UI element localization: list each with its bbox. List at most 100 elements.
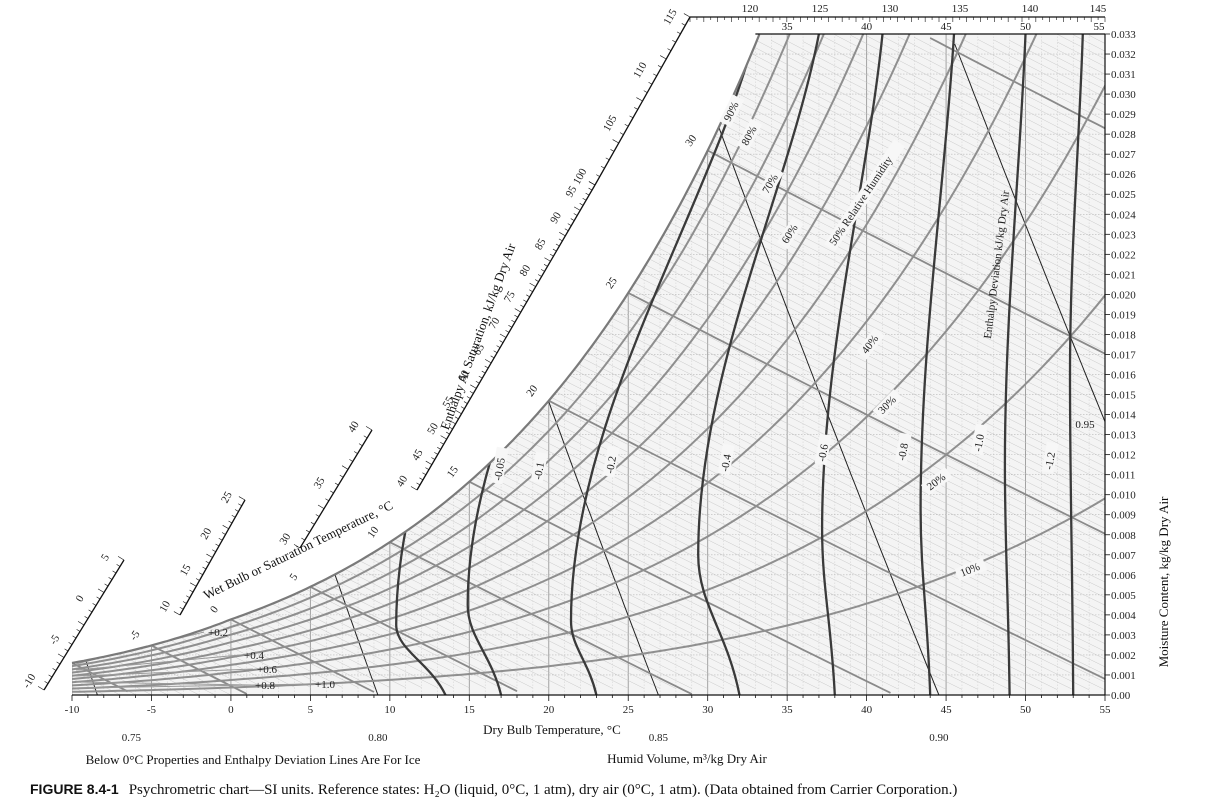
- wet-bulb-label: -5: [127, 628, 142, 643]
- enthalpy-deviation-label: -0.6: [816, 443, 831, 463]
- enthalpy-scale-tick: [306, 529, 310, 533]
- enthalpy-scale-tick: [434, 452, 438, 455]
- rh-curve: [72, 487, 1105, 693]
- enthalpy-scale-label: 35: [312, 475, 328, 491]
- enthalpy-scale-tick: [354, 451, 358, 454]
- enthalpy-scale-tick: [317, 504, 325, 509]
- enthalpy-scale-tick: [454, 416, 459, 420]
- enthalpy-scale-tick: [634, 107, 638, 110]
- relative-humidity-curves: [72, 34, 1105, 693]
- enthalpy-scale-tick: [466, 396, 471, 399]
- enthalpy-scale-tick: [330, 490, 334, 494]
- enthalpy-scale-tick: [358, 443, 363, 446]
- enthalpy-scale-tick: [619, 132, 624, 135]
- enthalpy-deviation-label: -0.4: [719, 453, 734, 473]
- enthalpy-scale-tick: [228, 520, 233, 524]
- wet-bulb-line: [309, 586, 518, 693]
- enthalpy-scale-tick: [199, 572, 203, 576]
- enthalpy-diagonal: [977, 39, 1105, 106]
- x-tick-label: 10: [384, 704, 396, 716]
- enthalpy-scale-tick: [68, 642, 73, 645]
- enthalpy-scale-label: 45: [410, 447, 426, 463]
- enthalpy-scale-tick: [490, 355, 495, 359]
- humid-volume-label: 0.75: [122, 732, 142, 744]
- wet-bulb-label: 20: [524, 383, 540, 399]
- y-tick-label: 0.024: [1111, 209, 1136, 221]
- enthalpy-scale-label: 40: [394, 473, 410, 489]
- deviation-label-background: [970, 423, 988, 456]
- wet-bulb-line: [468, 480, 891, 694]
- enthalpy-diagonal: [818, 34, 1105, 183]
- enthalpy-scale-tick: [173, 611, 181, 616]
- wet-bulb-line: [627, 292, 1105, 543]
- wet-bulb-label: 15: [445, 464, 461, 480]
- wet-bulb-label: 10: [365, 524, 381, 540]
- enthalpy-diagonal: [1088, 35, 1105, 44]
- enthalpy-scale-tick: [195, 578, 200, 581]
- deviation-label-group: -1.2: [1041, 441, 1059, 474]
- enthalpy-deviation-curve: [919, 34, 956, 695]
- humid-volume-line: [687, 43, 940, 695]
- enthalpy-scale-tick: [92, 603, 97, 606]
- y-tick-label: 0.001: [1111, 670, 1136, 682]
- enthalpy-scale-tick: [116, 564, 121, 567]
- ice-deviation-label: +0.8: [255, 680, 275, 692]
- rh-label-background: [757, 166, 784, 200]
- humid-volume-line: [954, 43, 1105, 495]
- enthalpy-diagonal: [1041, 41, 1105, 75]
- rh-curve: [72, 34, 804, 668]
- rh-label-background: [954, 557, 988, 582]
- enthalpy-scale-tick: [667, 48, 672, 51]
- enthalpy-diagonal: [1057, 34, 1105, 60]
- enthalpy-scale-tick: [540, 269, 545, 272]
- enthalpy-scale-tick: [77, 621, 85, 626]
- x-tick-label: -5: [147, 704, 157, 716]
- rh-curve: [72, 34, 1051, 684]
- y-tick-label: 0.010: [1111, 490, 1136, 502]
- enthalpy-deviation-label: -0.1: [532, 461, 547, 480]
- humid-volume-label: 0.85: [649, 732, 669, 744]
- enthalpy-scale-tick: [672, 39, 676, 43]
- deviation-label-background: [490, 446, 509, 485]
- enthalpy-deviation-label: -0.8: [896, 442, 911, 462]
- enthalpy-scale-tick: [469, 391, 474, 394]
- rh-label-background: [776, 217, 804, 250]
- rh-curve: [72, 34, 924, 677]
- ice-deviation-line: [75, 681, 252, 686]
- y-tick-label: 0.004: [1111, 610, 1136, 622]
- enthalpy-scale-tick: [48, 674, 53, 678]
- enthalpy-scale-tick: [365, 426, 373, 431]
- enthalpy-scale-tick: [310, 522, 315, 525]
- enthalpy-scale-tick: [549, 253, 554, 257]
- wet-bulb-label: 5: [287, 571, 300, 583]
- y-tick-label: 0.027: [1111, 149, 1136, 161]
- top-enthalpy-label: 135: [952, 3, 969, 15]
- figure-caption: FIGURE 8.4-1 Psychrometric chart—SI units…: [30, 781, 1215, 799]
- x-tick-label: -10: [65, 704, 80, 716]
- y-tick-label: 0.013: [1111, 430, 1136, 442]
- enthalpy-scale-tick: [334, 482, 339, 486]
- enthalpy-scale-tick: [72, 635, 77, 639]
- enthalpy-scale-tick: [475, 380, 480, 384]
- enthalpy-scale-tick: [97, 588, 105, 593]
- enthalpy-scale-tick: [221, 532, 226, 535]
- enthalpy-scale-tick: [88, 609, 93, 613]
- y-tick-label: 0.017: [1111, 349, 1136, 361]
- enthalpy-scale-tick: [484, 365, 489, 369]
- top-enthalpy-label: 140: [1022, 3, 1039, 15]
- enthalpy-scale-tick: [76, 629, 81, 632]
- deviation-label-group: -0.6: [814, 433, 832, 466]
- enthalpy-scale-tick: [537, 274, 542, 277]
- x-tick-label: 0: [228, 704, 234, 716]
- enthalpy-scale-tick: [57, 653, 65, 658]
- deviation-label-group: -0.8: [894, 432, 912, 465]
- rh-label-background: [736, 118, 763, 152]
- deviation-label-group: -0.4: [717, 443, 735, 476]
- enthalpy-deviation-curve: [1068, 34, 1084, 695]
- enthalpy-scale-tick: [535, 279, 539, 282]
- enthalpy-scale-tick: [422, 472, 427, 476]
- top-enthalpy-label: 130: [882, 3, 899, 15]
- enthalpy-scale-label: 20: [198, 526, 214, 542]
- y-tick-label: 0.019: [1111, 309, 1136, 321]
- enthalpy-scale-tick: [117, 556, 125, 561]
